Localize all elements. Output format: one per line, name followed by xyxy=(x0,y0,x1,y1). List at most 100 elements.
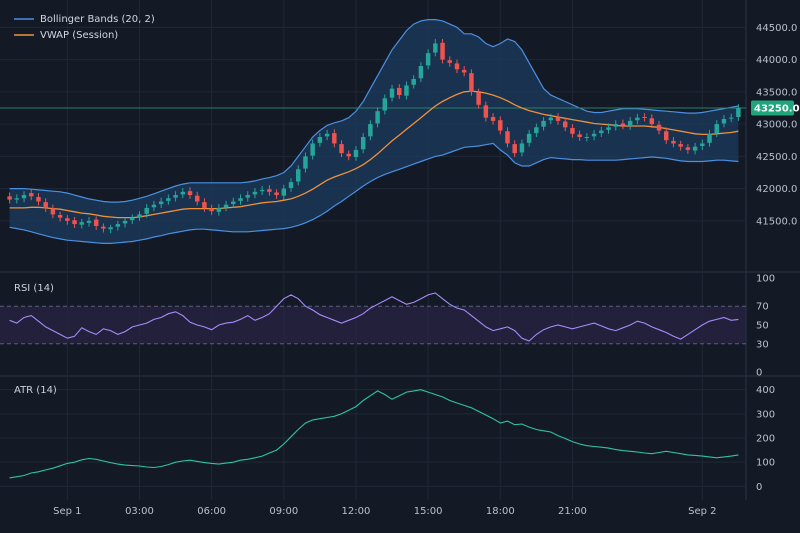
candle[interactable] xyxy=(122,217,128,228)
candle[interactable] xyxy=(353,146,359,161)
candle[interactable] xyxy=(656,120,662,135)
candle[interactable] xyxy=(317,133,323,147)
candle[interactable] xyxy=(469,69,474,96)
candle[interactable] xyxy=(562,117,568,132)
candle[interactable] xyxy=(223,200,229,212)
candle[interactable] xyxy=(620,119,626,130)
candle[interactable] xyxy=(714,120,719,137)
candle[interactable] xyxy=(86,216,92,227)
candle[interactable] xyxy=(310,139,315,160)
candle[interactable] xyxy=(476,88,481,109)
candle[interactable] xyxy=(173,191,178,202)
candle[interactable] xyxy=(570,124,575,138)
price-pane[interactable] xyxy=(0,19,746,244)
candle[interactable] xyxy=(180,187,186,199)
candle[interactable] xyxy=(21,191,27,203)
candle[interactable] xyxy=(555,113,561,125)
atr-pane[interactable] xyxy=(9,389,739,479)
candle[interactable] xyxy=(678,140,683,151)
candle[interactable] xyxy=(483,101,489,122)
candle[interactable] xyxy=(14,194,20,204)
candle[interactable] xyxy=(245,191,250,202)
candle[interactable] xyxy=(130,214,135,225)
candle[interactable] xyxy=(627,117,633,130)
candle[interactable] xyxy=(461,66,467,77)
candle[interactable] xyxy=(526,129,532,147)
candle[interactable] xyxy=(29,189,34,201)
candle[interactable] xyxy=(7,192,12,204)
candle[interactable] xyxy=(389,84,395,102)
candle[interactable] xyxy=(151,200,157,212)
candle[interactable] xyxy=(649,114,655,128)
candle[interactable] xyxy=(584,133,590,142)
candle[interactable] xyxy=(700,139,705,150)
candle[interactable] xyxy=(425,49,431,70)
candle[interactable] xyxy=(613,120,618,131)
candle[interactable] xyxy=(288,178,294,192)
candle[interactable] xyxy=(505,127,510,148)
candle[interactable] xyxy=(144,204,149,218)
candle[interactable] xyxy=(57,211,63,222)
candle[interactable] xyxy=(267,185,272,196)
candle[interactable] xyxy=(332,129,337,148)
candle[interactable] xyxy=(295,165,301,186)
candle[interactable] xyxy=(397,84,402,99)
candle[interactable] xyxy=(642,113,647,122)
candle[interactable] xyxy=(50,204,56,219)
candle[interactable] xyxy=(137,211,142,221)
candle[interactable] xyxy=(324,129,330,141)
candle[interactable] xyxy=(115,220,121,231)
candle[interactable] xyxy=(303,152,308,173)
candle[interactable] xyxy=(411,75,416,89)
candle[interactable] xyxy=(231,197,236,208)
candle[interactable] xyxy=(166,194,171,205)
candle[interactable] xyxy=(274,189,279,199)
candle[interactable] xyxy=(404,81,409,100)
candle[interactable] xyxy=(209,204,214,216)
candle[interactable] xyxy=(36,193,41,206)
candle[interactable] xyxy=(346,150,351,161)
candle[interactable] xyxy=(447,56,453,67)
candle[interactable] xyxy=(368,120,373,141)
candle[interactable] xyxy=(591,129,597,141)
candle[interactable] xyxy=(101,223,106,233)
rsi-pane[interactable] xyxy=(0,292,746,345)
candle[interactable] xyxy=(93,216,99,230)
candle[interactable] xyxy=(216,204,222,216)
candle[interactable] xyxy=(418,62,424,83)
candle[interactable] xyxy=(79,218,85,229)
candle[interactable] xyxy=(663,127,669,145)
candle[interactable] xyxy=(202,198,207,212)
candle[interactable] xyxy=(360,133,366,154)
candle[interactable] xyxy=(43,198,48,212)
candle[interactable] xyxy=(187,187,193,199)
candle[interactable] xyxy=(548,113,554,125)
candle[interactable] xyxy=(498,116,503,135)
candle[interactable] xyxy=(599,126,604,137)
candle[interactable] xyxy=(671,137,676,148)
candle[interactable] xyxy=(490,113,496,125)
candle[interactable] xyxy=(606,123,611,134)
candle[interactable] xyxy=(534,123,539,137)
candle[interactable] xyxy=(519,139,525,157)
candle[interactable] xyxy=(158,197,164,208)
candle[interactable] xyxy=(577,130,582,141)
candle[interactable] xyxy=(259,186,265,196)
candle[interactable] xyxy=(238,194,243,205)
candle[interactable] xyxy=(194,191,200,206)
candle[interactable] xyxy=(339,140,344,157)
candle[interactable] xyxy=(281,184,287,200)
candle[interactable] xyxy=(65,215,70,225)
candle[interactable] xyxy=(252,187,258,199)
candle[interactable] xyxy=(721,115,727,128)
candle[interactable] xyxy=(375,107,380,128)
candle[interactable] xyxy=(382,94,388,115)
candle[interactable] xyxy=(541,117,546,131)
candle[interactable] xyxy=(728,113,734,123)
candle[interactable] xyxy=(512,140,517,157)
candle[interactable] xyxy=(635,113,640,125)
candle[interactable] xyxy=(108,224,113,234)
candle[interactable] xyxy=(707,129,712,147)
candle[interactable] xyxy=(454,59,460,74)
